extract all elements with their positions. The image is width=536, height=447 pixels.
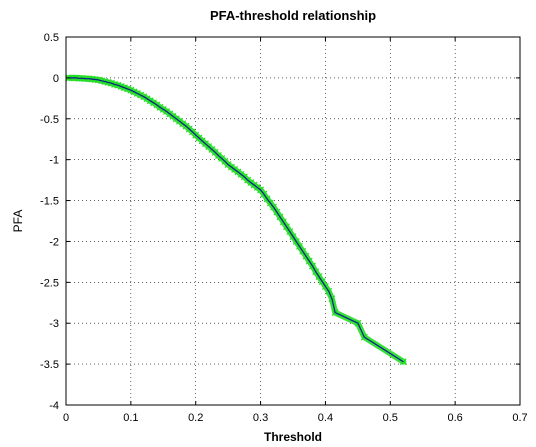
y-tick-label: -4 [49,400,59,412]
x-tick-label: 0.1 [123,412,138,424]
y-axis-label: PFA [11,210,25,233]
y-tick-label: 0.5 [44,32,59,44]
y-tick-label: -2 [49,236,59,248]
y-tick-label: -2.5 [40,277,59,289]
chart-title: PFA-threshold relationship [210,8,376,23]
y-tick-label: -1 [49,155,59,167]
x-axis-label: Threshold [264,430,322,444]
x-tick-label: 0 [63,412,69,424]
x-tick-label: 0.3 [253,412,268,424]
y-tick-label: -3 [49,318,59,330]
grid [66,37,520,405]
x-tick-label: 0.6 [447,412,462,424]
y-tick-label: -0.5 [40,114,59,126]
x-tick-label: 0.4 [318,412,333,424]
y-tick-label: -1.5 [40,196,59,208]
x-tick-label: 0.2 [188,412,203,424]
plot-area [65,74,407,366]
axes-box [65,36,521,406]
x-tick-label: 0.7 [512,412,527,424]
y-tick-label: -3.5 [40,359,59,371]
y-tick-label: 0 [53,73,59,85]
x-tick-label: 0.5 [383,412,398,424]
series-line [69,77,404,363]
ticks: 0 0.1 0.2 0.3 0.4 0.5 0.6 0.7 0.5 0 -0.5 -1 -1.5 -2 -2… [40,32,528,424]
